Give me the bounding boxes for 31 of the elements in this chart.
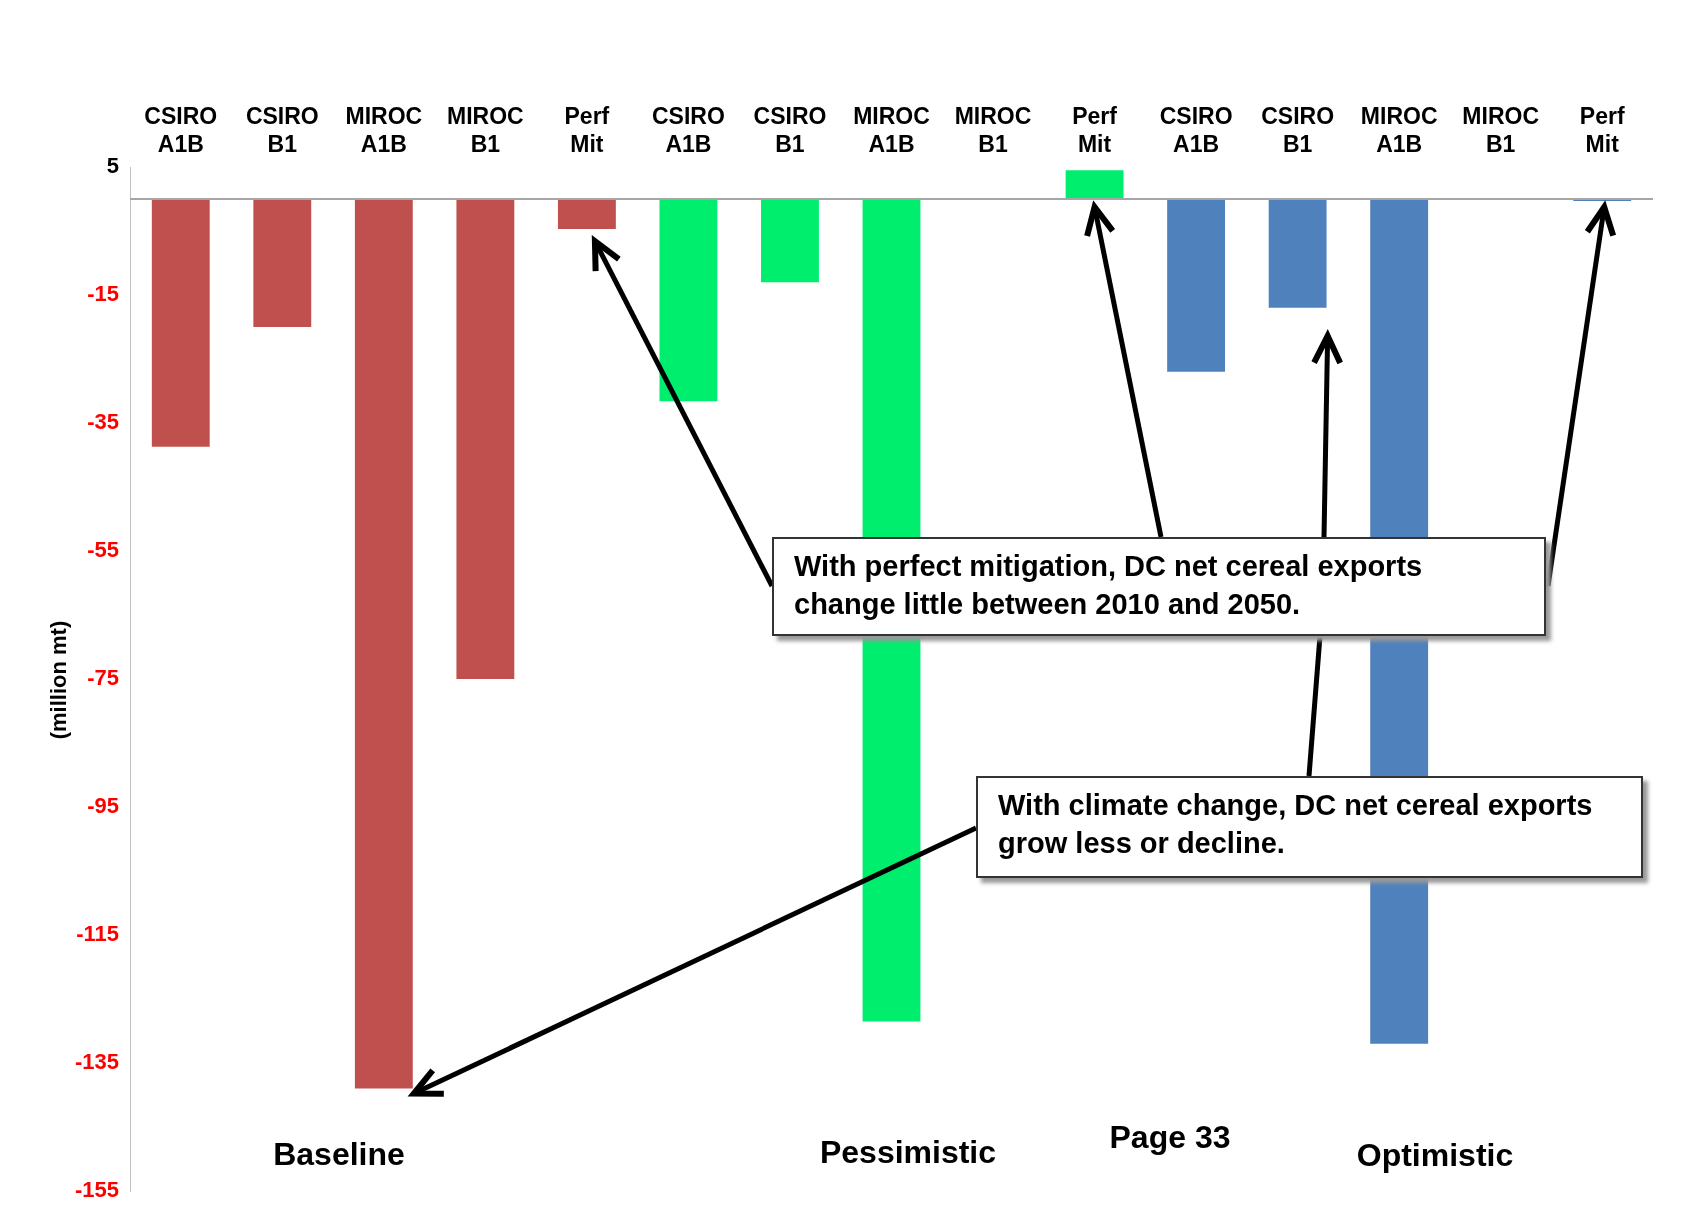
y-tick-label: -35: [87, 409, 119, 435]
x-tick-label: CSIRO B1: [245, 102, 319, 157]
annotation: Pessimistic: [819, 1133, 997, 1171]
callout: With climate change, DC net cereal exports grow less or decline.: [976, 776, 1643, 878]
x-tick-label: MIROC A1B: [1360, 102, 1438, 157]
y-tick-label: -115: [76, 921, 119, 947]
x-tick-label: MIROC A1B: [853, 102, 930, 157]
x-tick-label: Perf Mit: [1579, 102, 1625, 157]
callout: With perfect mitigation, DC net cereal exports change little between 2010 and 2050.: [772, 537, 1546, 636]
y-tick-label: -155: [74, 1177, 119, 1203]
x-tick-label: CSIRO A1B: [1159, 102, 1233, 157]
x-tick-label: MIROC A1B: [345, 102, 423, 157]
y-tick-label: 5: [106, 153, 119, 179]
y-tick-label: -95: [87, 793, 119, 819]
x-tick-label: CSIRO B1: [753, 102, 827, 157]
y-axis-title: (million mt): [46, 620, 72, 740]
annotation: Baseline: [273, 1135, 405, 1173]
y-tick-label: -75: [87, 665, 119, 691]
x-tick-label: MIROC B1: [1462, 102, 1540, 157]
x-tick-label: Perf Mit: [1072, 102, 1118, 157]
x-tick-label: MIROC B1: [447, 102, 524, 157]
x-tick-label: CSIRO B1: [1261, 102, 1335, 157]
y-tick-label: -135: [74, 1049, 119, 1075]
x-tick-label: CSIRO A1B: [652, 102, 725, 157]
x-tick-label: Perf Mit: [564, 102, 610, 157]
y-tick-label: -55: [87, 537, 119, 563]
y-tick-label: -15: [87, 281, 119, 307]
x-tick-label: MIROC B1: [954, 102, 1032, 157]
x-tick-label: CSIRO A1B: [144, 102, 218, 157]
annotation: Optimistic: [1356, 1136, 1514, 1174]
annotation: Page 33: [1109, 1118, 1231, 1156]
